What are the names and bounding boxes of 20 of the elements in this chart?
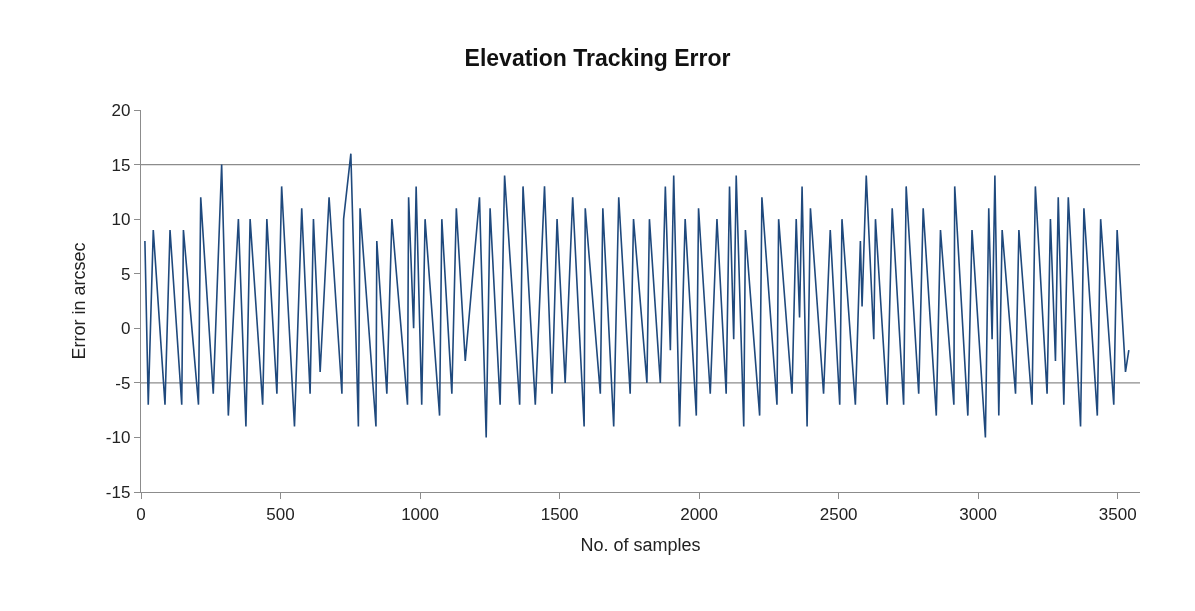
x-tick-label: 1000: [401, 504, 439, 524]
y-tick-label: -15: [105, 482, 131, 502]
x-tick-label: 2500: [819, 504, 858, 524]
x-tick-label: 0: [136, 504, 146, 524]
y-tick-label: -5: [115, 373, 131, 393]
y-tick-label: 0: [120, 319, 131, 339]
x-tick-label: 1500: [540, 504, 579, 524]
y-tick-label: 10: [111, 210, 131, 230]
x-tick-label: 500: [266, 504, 295, 524]
x-tick-label: 3000: [959, 504, 998, 524]
y-axis-title: Error in arcsec: [69, 242, 90, 360]
x-axis-title: No. of samples: [580, 534, 701, 555]
y-tick-label: 15: [111, 155, 131, 175]
chart-title: Elevation Tracking Error: [464, 45, 731, 72]
x-tick-label: 2000: [680, 504, 719, 524]
y-tick-label: 20: [111, 100, 131, 120]
line-series: [144, 152, 1130, 439]
y-tick-label: -10: [105, 428, 131, 448]
x-tick-label: 3500: [1098, 504, 1137, 524]
y-tick-label: 5: [120, 264, 131, 284]
